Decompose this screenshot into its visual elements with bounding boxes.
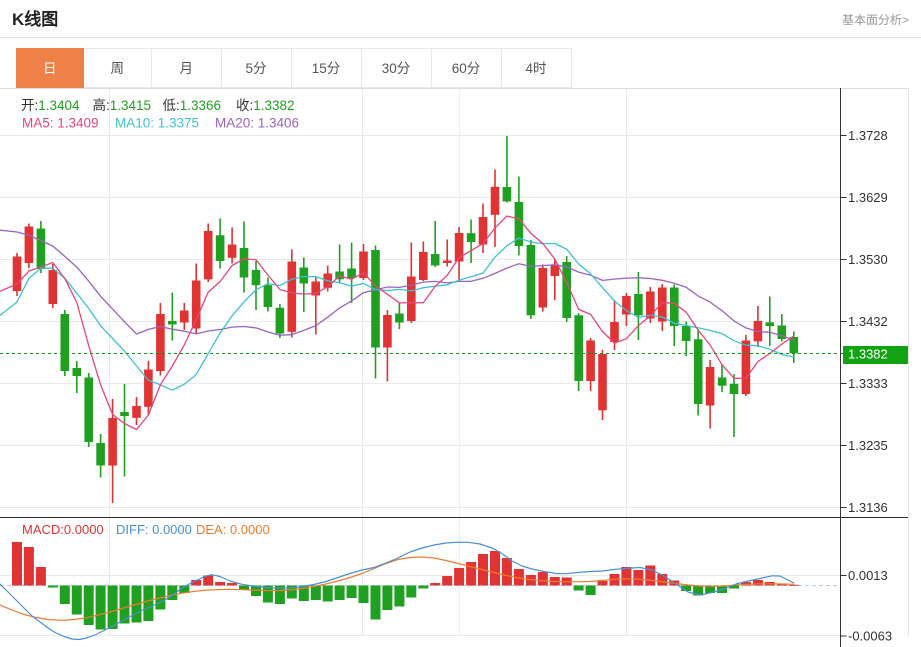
- svg-text:1.3728: 1.3728: [848, 128, 888, 143]
- svg-text:1.3432: 1.3432: [848, 314, 888, 329]
- svg-text:-0.0063: -0.0063: [848, 629, 892, 644]
- svg-text:0.0013: 0.0013: [848, 568, 888, 583]
- svg-text:1.3136: 1.3136: [848, 500, 888, 515]
- svg-text:1.3235: 1.3235: [848, 438, 888, 453]
- svg-text:1.3333: 1.3333: [848, 376, 888, 391]
- svg-text:1.3382: 1.3382: [848, 347, 888, 362]
- svg-text:1.3629: 1.3629: [848, 190, 888, 205]
- svg-text:1.3530: 1.3530: [848, 252, 888, 267]
